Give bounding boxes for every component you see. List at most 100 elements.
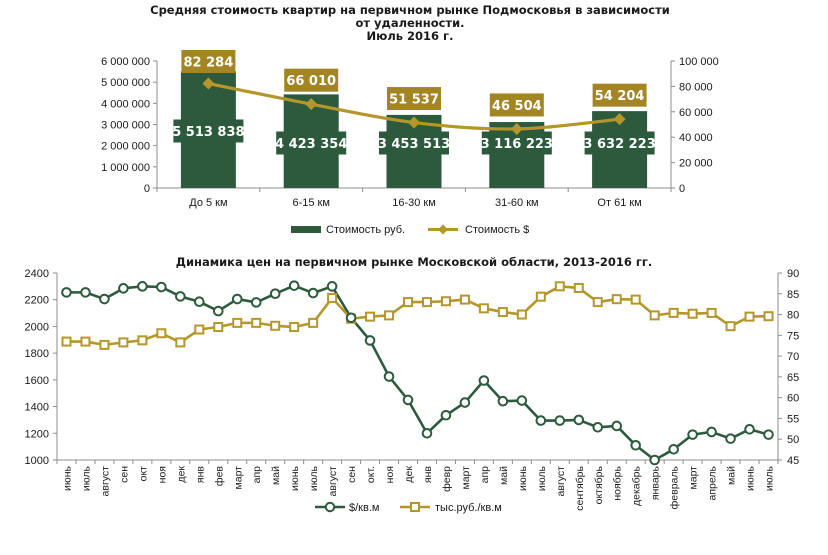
chart2-x-tick-label: сен (346, 466, 358, 483)
chart2-x-tick-label: сен (118, 466, 130, 483)
chart2-y-left-tick-label: 1400 (25, 402, 49, 414)
chart2-x-tick-label: янв (422, 466, 434, 483)
chart2-point-rub (706, 307, 717, 318)
chart2-point-rub (497, 307, 508, 318)
chart2-point-usd (668, 444, 679, 455)
chart2-point-usd (402, 394, 414, 406)
chart2-point-rub (327, 292, 338, 303)
chart2-point-usd (611, 420, 623, 432)
chart2-point-rub (251, 317, 262, 328)
chart2-point-rub (554, 281, 565, 292)
chart2-point-rub (687, 308, 698, 319)
chart2-x-tick-label: фев (213, 466, 225, 486)
chart2-x-tick-label: июнь (745, 465, 757, 491)
chart1-point-usd (408, 116, 420, 129)
chart1-y-left-tick-label: 2 000 000 (101, 141, 150, 153)
chart1-bar-label-box (584, 131, 655, 155)
chart1-line-data-label: 51 537 (389, 93, 439, 108)
chart2-point-rub (232, 317, 243, 328)
chart2-x-tick-label: январь (650, 465, 662, 500)
chart2-point-rub (459, 294, 470, 305)
chart2-point-usd (706, 426, 717, 438)
chart2-point-usd (421, 427, 433, 439)
chart1-x-tick-label: 31-60 км (495, 197, 539, 209)
chart2-point-rub (156, 328, 167, 339)
chart2-point-rub (573, 282, 584, 293)
chart2-x-tick-label: окт (137, 466, 149, 482)
chart2-series-line-rub (66, 284, 769, 347)
chart1-y-left-tick-label: 3 000 000 (101, 120, 150, 132)
chart1-line: 82 284 66 010 51 537 46 504 54 204 (181, 50, 647, 135)
chart2-point-usd (118, 283, 129, 294)
chart2-point-usd (61, 287, 72, 298)
chart2-x-tick-label: март (460, 466, 472, 490)
chart2-x-tick-label: август (327, 466, 339, 497)
chart2-point-rub (384, 310, 395, 321)
chart1-line-label-box (284, 68, 339, 92)
chart2-point-usd (364, 335, 376, 346)
chart2-x-tick-label: июнь (289, 465, 301, 491)
chart2-point-usd (269, 288, 281, 300)
chart2-y-right-tick-label: 50 (787, 434, 799, 446)
chart2-point-usd (516, 395, 528, 406)
chart2-x-tick-label: февр (441, 466, 453, 492)
chart2-x-tick-label: ноя (384, 466, 396, 483)
chart2-point-rub (611, 294, 622, 305)
chart2-point-rub (440, 296, 451, 307)
chart2-point-rub (80, 336, 91, 347)
chart2-y-left-tick-label: 1600 (25, 375, 49, 387)
legend-label-line: Стоимость $ (465, 224, 529, 236)
chart2-y-right-tick-label: 90 (787, 268, 799, 280)
chart1-x-tick-label: 16-30 км (392, 197, 436, 209)
chart2-point-usd (175, 291, 186, 302)
chart1-y-right-tick-label: 20 000 (679, 158, 713, 170)
chart2-series-line-usd (66, 284, 769, 462)
chart2-point-rub (308, 317, 319, 328)
chart2-y-left-tick-label: 2400 (25, 268, 49, 280)
chart1-y-left-tick-label: 1 000 000 (101, 162, 150, 174)
chart1-bars: 5 513 838 4 423 354 3 453 513 3 116 223 3 63… (172, 71, 656, 188)
chart1-bar-data-label: 3 453 513 (378, 137, 450, 152)
chart1-bar-data-label: 3 116 223 (481, 137, 553, 152)
chart2-axes: 1000 1200 1400 1600 1800 2000 2200 2400 45 50 55 60… (25, 268, 800, 511)
chart2-point-usd (194, 296, 205, 308)
chart2-x-tick-label: май (726, 466, 738, 485)
chart2-point-usd (99, 293, 110, 305)
chart2-point-usd (630, 440, 641, 451)
chart2-x-tick-label: февраль (669, 465, 681, 509)
chart1-y-right-tick-label: 100 000 (679, 56, 719, 68)
chart2-y-right-tick-label: 75 (787, 330, 799, 342)
chart1-line-data-label: 66 010 (286, 74, 336, 89)
chart2-x-tick-label: август (555, 466, 567, 497)
chart1-bar-label-box (276, 131, 347, 155)
chart2-x-tick-label: окт. (365, 466, 377, 483)
chart1-point-usd (202, 77, 215, 90)
chart2-x-tick-label: июль (536, 465, 548, 491)
chart1-x-tick-label: 6-15 км (292, 197, 329, 209)
chart2-x-tick-label: апр (479, 466, 491, 484)
chart2-point-usd (763, 429, 774, 440)
chart2-point-usd (497, 395, 509, 407)
chart2-point-usd (156, 281, 167, 293)
chart2-point-usd (744, 423, 755, 435)
chart2-point-usd (288, 280, 300, 291)
chart2-x-tick-label: янв (194, 466, 206, 483)
chart1-line-label-box (489, 93, 544, 117)
chart2-x-tick-label: июль (308, 465, 320, 491)
chart2-point-rub (630, 294, 641, 305)
chart1-y-left-tick-label: 4 000 000 (101, 98, 150, 110)
chart2-legend: $/кв.м тыс.руб./кв.м (315, 501, 502, 514)
chart2-lines (61, 280, 774, 466)
chart1-y-right-tick-label: 0 (679, 183, 685, 195)
chart2-point-usd (307, 287, 319, 299)
chart2-y-left-tick-label: 1200 (25, 428, 49, 440)
chart2-point-rub (118, 337, 129, 348)
chart2-point-usd (592, 421, 604, 433)
chart1-x-tick-label: От 61 км (597, 197, 641, 209)
legend-label-rub: тыс.руб./кв.м (435, 502, 502, 514)
chart2-point-usd (212, 305, 224, 317)
legend-label-usd: $/кв.м (349, 502, 379, 514)
chart2-point-rub (61, 336, 72, 347)
legend-swatch-rub-marker (410, 502, 420, 512)
